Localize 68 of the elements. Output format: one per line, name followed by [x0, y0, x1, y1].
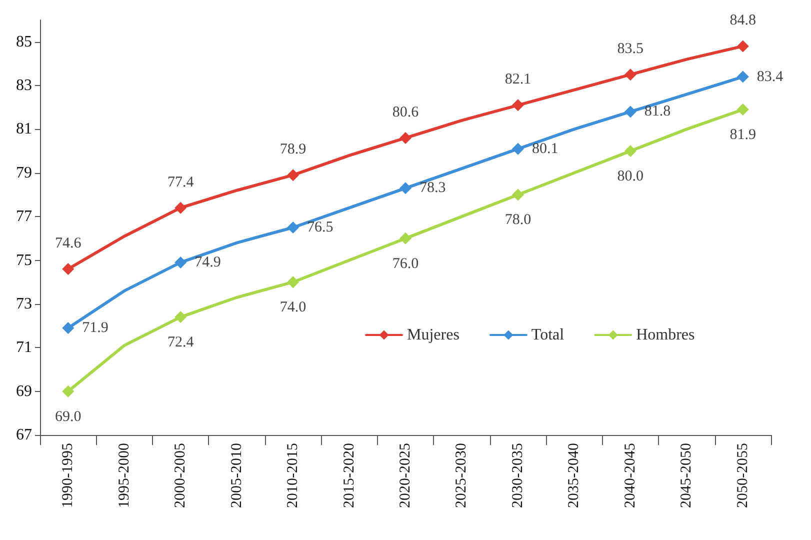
x-tick-label: 2025-2030 — [454, 443, 470, 508]
y-tick-label: 77 — [16, 208, 32, 226]
x-tick-label: 1990-1995 — [60, 443, 76, 508]
data-label: 81.9 — [730, 127, 756, 144]
point — [512, 188, 524, 201]
point — [624, 68, 636, 81]
data-label: 80.1 — [532, 140, 558, 157]
point — [174, 256, 187, 268]
y-tick-label: 85 — [16, 33, 32, 50]
data-label: 83.5 — [617, 41, 644, 58]
y-tick-label: 83 — [16, 77, 32, 94]
point — [512, 99, 524, 112]
point — [62, 263, 74, 275]
x-tick-label: 2020-2025 — [398, 443, 414, 508]
x-tick-label: 2045-2050 — [678, 443, 695, 508]
data-label: 80.0 — [617, 168, 644, 185]
data-label: 81.8 — [644, 104, 671, 120]
point — [62, 385, 74, 398]
x-tick-label: 2000-2005 — [172, 443, 189, 508]
data-label: 84.8 — [730, 12, 756, 29]
point — [736, 40, 749, 52]
x-tick-label: 2015-2020 — [341, 443, 358, 508]
data-label: 80.6 — [392, 104, 420, 120]
point — [736, 104, 749, 116]
x-tick-label: 1995-2000 — [116, 443, 132, 508]
legend-label: Hombres — [636, 326, 695, 344]
point — [287, 276, 300, 288]
y-tick-label: 73 — [16, 295, 32, 312]
x-tick-label: 2005-2010 — [228, 443, 245, 508]
y-tick-label: 75 — [16, 252, 32, 269]
data-label: 78.3 — [420, 180, 446, 196]
data-label: 78.0 — [504, 212, 532, 228]
data-label: 76.5 — [307, 220, 334, 236]
x-tick-label: 2035-2040 — [566, 443, 582, 508]
point — [174, 202, 187, 214]
x-tick-label: 2030-2035 — [510, 443, 526, 508]
data-label: 77.4 — [167, 174, 194, 190]
y-tick-label: 79 — [16, 164, 32, 182]
y-tick-label: 71 — [16, 339, 32, 356]
point — [400, 132, 412, 144]
point — [624, 145, 636, 158]
point — [400, 182, 412, 194]
point — [512, 142, 524, 155]
data-label: 74.6 — [54, 236, 82, 252]
data-label: 74.0 — [280, 300, 306, 316]
y-tick-label: 81 — [16, 120, 32, 138]
data-label: 72.4 — [167, 334, 194, 351]
point — [287, 169, 300, 182]
data-label: 69.0 — [54, 408, 82, 425]
point — [174, 311, 187, 324]
data-label: 82.1 — [504, 72, 532, 88]
data-label: 78.9 — [280, 142, 306, 158]
x-tick-label: 2050-2055 — [734, 443, 751, 508]
point — [400, 232, 412, 244]
data-label: 71.9 — [82, 320, 108, 336]
data-label: 74.9 — [194, 254, 221, 270]
data-label: 76.0 — [392, 256, 419, 272]
point — [624, 106, 636, 118]
legend-label: Mujeres — [407, 326, 460, 344]
x-tick-label: 2010-2015 — [285, 443, 302, 508]
y-tick-label: 69 — [16, 382, 32, 400]
data-label: 83.4 — [756, 68, 784, 85]
y-tick-label: 67 — [16, 426, 32, 444]
legend-label: Total — [531, 326, 565, 344]
point — [62, 322, 74, 334]
point — [736, 70, 749, 83]
point — [287, 222, 300, 234]
x-tick-label: 2040-2045 — [622, 443, 638, 508]
